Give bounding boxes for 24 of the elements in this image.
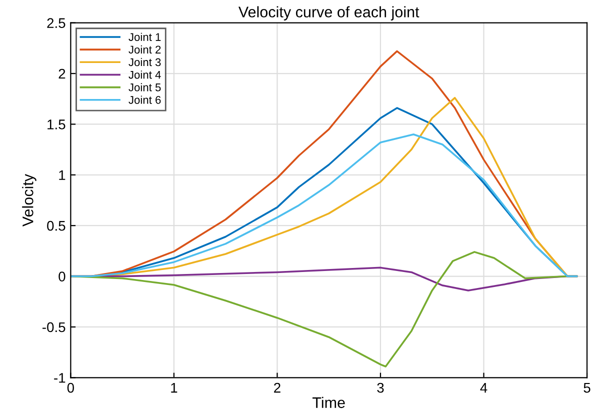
legend-label: Joint 1 xyxy=(128,32,161,41)
x-tick-label: 4 xyxy=(480,383,488,393)
x-tick-label: 5 xyxy=(584,383,590,393)
y-tick-label: 0 xyxy=(58,272,66,282)
y-tick-label: 1.5 xyxy=(48,120,66,130)
y-axis-title: Velocity xyxy=(22,174,36,226)
line-series xyxy=(70,133,578,278)
chart-title: Velocity curve of each joint xyxy=(238,6,420,20)
y-tick-label: 0.5 xyxy=(47,220,66,231)
y-tick-label: 2 xyxy=(58,68,66,79)
x-tick-label: 0 xyxy=(67,382,74,393)
legend-label: Joint 4 xyxy=(128,70,161,79)
x-tick-label: 3 xyxy=(377,382,384,393)
y-tick-label: -0.5 xyxy=(42,322,66,332)
legend-label: Joint 5 xyxy=(128,83,161,92)
legend-label: Joint 3 xyxy=(128,58,161,66)
y-tick-label: -1 xyxy=(54,373,66,383)
x-axis-title: Time xyxy=(312,396,345,408)
x-tick-label: 1 xyxy=(171,383,178,393)
y-tick-label: 1 xyxy=(59,170,66,180)
legend-label: Joint 6 xyxy=(128,96,161,104)
y-tick-label: 2.5 xyxy=(47,18,66,28)
x-tick-label: 2 xyxy=(274,382,280,393)
legend-label: Joint 2 xyxy=(128,45,161,54)
